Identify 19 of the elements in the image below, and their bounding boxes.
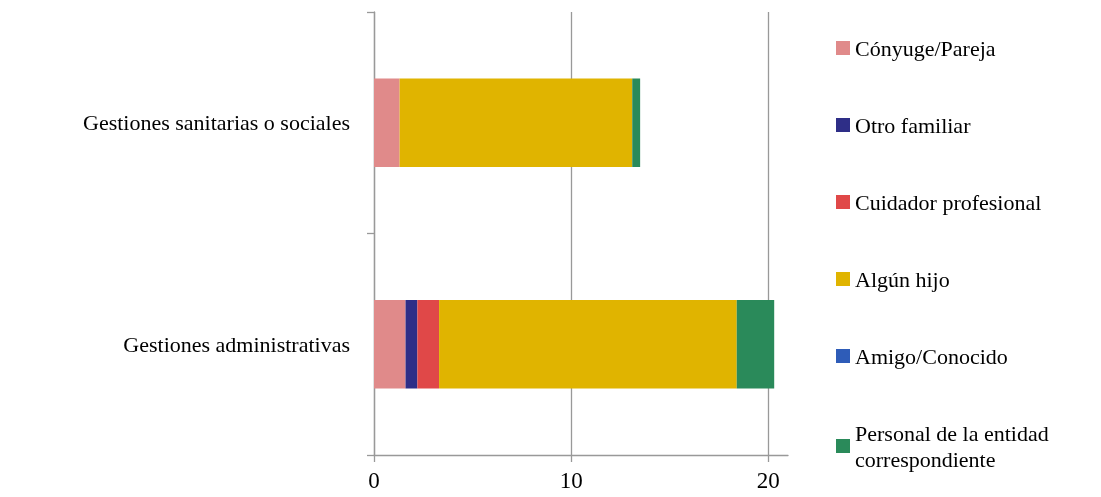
x-tick-label: 10 [559,468,583,493]
bar [417,299,440,389]
bar [632,78,641,168]
legend-label: Cónyuge/Pareja [855,35,996,61]
x-tick-label: 0 [368,468,380,493]
bar [439,299,737,389]
legend-label: Cuidador profesional [855,189,1042,215]
bar [374,78,400,168]
legend-label: Algún hijo [855,266,950,292]
legend-label: Personal de la entidad correspondiente [855,420,1055,472]
bar [399,78,633,168]
y-tick-label: Gestiones administrativas [123,331,350,357]
bar [736,299,775,389]
x-tick-label: 20 [756,468,780,493]
bar [405,299,418,389]
bar [374,299,406,389]
legend-label: Otro familiar [855,112,972,138]
y-tick-label: Gestiones sanitarias o sociales [83,110,350,136]
legend-label: Amigo/Conocido [855,343,1008,369]
